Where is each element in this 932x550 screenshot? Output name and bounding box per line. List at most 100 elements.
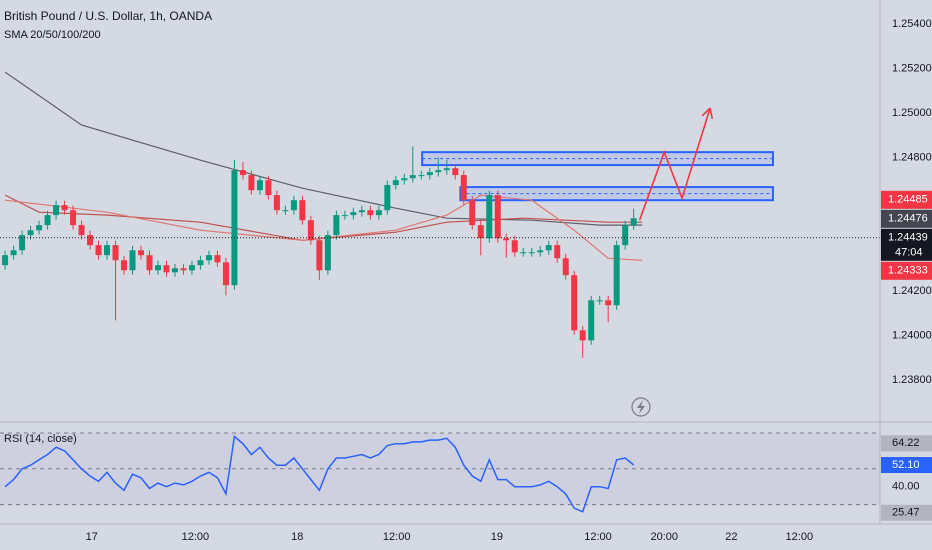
candle-body (171, 268, 178, 273)
chart-title: British Pound / U.S. Dollar, 1h, OANDA (4, 9, 212, 23)
x-tick-label: 12:00 (383, 531, 411, 543)
x-tick-label: 12:00 (584, 531, 612, 543)
candle-body (316, 240, 323, 271)
x-tick-label: 12:00 (786, 531, 814, 543)
rsi-label: 64.22 (892, 437, 920, 449)
chart-subtitle: SMA 20/50/100/200 (4, 29, 101, 41)
candle-body (622, 225, 629, 246)
candle-body (19, 235, 26, 251)
candle-body (299, 200, 306, 221)
candle-body (112, 245, 119, 261)
candle-body (579, 330, 586, 341)
y-tick-label: 1.24200 (892, 285, 932, 297)
candle-body (443, 168, 450, 171)
x-tick-label: 18 (291, 531, 303, 543)
rsi-label-box (881, 457, 932, 474)
candle-body (27, 230, 34, 236)
candle-body (129, 250, 136, 271)
moving-average (4, 71, 643, 226)
rsi-label: 25.47 (892, 507, 920, 519)
candle-body (36, 225, 43, 231)
candle-body (358, 210, 365, 213)
candle-body (44, 215, 51, 226)
price-label-box (881, 228, 932, 261)
candle-body (222, 262, 229, 286)
candle-body (70, 210, 77, 226)
price-label: 1.24333 (888, 265, 928, 277)
price-label-box (881, 190, 932, 209)
rsi-label-box (881, 435, 932, 452)
candle-body (87, 235, 94, 246)
y-tick-label: 1.25200 (892, 62, 932, 74)
icon-bolt[interactable] (637, 400, 645, 414)
candle-body (163, 265, 170, 273)
candle-body (290, 200, 297, 211)
candle-body (53, 205, 60, 216)
candle-body (146, 255, 153, 271)
candle-body (375, 210, 382, 216)
candle-body (180, 268, 187, 271)
candle-body (392, 180, 399, 186)
candle-body (613, 245, 620, 306)
replay-icon[interactable] (631, 397, 651, 417)
rsi-title: RSI (14, close) (4, 433, 77, 445)
candle-body (214, 255, 221, 263)
rsi-line (4, 435, 635, 513)
candle-body (588, 300, 595, 341)
price-label-box (881, 261, 932, 280)
candle-body (401, 178, 408, 181)
time-axis (0, 524, 932, 550)
x-tick-label: 20:00 (650, 531, 678, 543)
candle-body (188, 265, 195, 271)
candle-body (596, 300, 603, 302)
rsi-pane (0, 432, 880, 513)
candle-body (409, 175, 416, 179)
candle-body (307, 220, 314, 241)
candle-body (231, 170, 238, 286)
y-tick-label: 1.25000 (892, 107, 932, 119)
candle-body (460, 175, 467, 201)
candle-body (418, 175, 425, 177)
candle-body (452, 168, 459, 176)
rsi-tick-label: 40.00 (892, 481, 920, 493)
candle-body (95, 245, 102, 256)
candle-body (265, 180, 272, 196)
candle-body (121, 260, 128, 271)
y-tick-label: 1.24800 (892, 151, 932, 163)
x-tick-label: 19 (491, 531, 503, 543)
price-label: 1.24476 (888, 213, 928, 225)
candle-body (197, 260, 204, 266)
icon-circle[interactable] (631, 397, 651, 417)
candle-body (350, 212, 357, 216)
price-label-box (881, 209, 932, 228)
x-tick-label: 22 (725, 531, 737, 543)
candle-body (486, 195, 493, 239)
rsi-label: 52.10 (892, 459, 920, 471)
candle-body (138, 250, 145, 256)
candle-body (545, 245, 552, 251)
candle-body (367, 210, 374, 216)
candle-body (341, 215, 348, 217)
countdown: 47:04 (895, 247, 923, 259)
candle-body (333, 215, 340, 236)
candle-body (571, 275, 578, 331)
candle-body (605, 300, 612, 306)
candle-body (10, 250, 17, 256)
rsi-label-box (881, 504, 932, 521)
candle-body (154, 265, 161, 271)
candle-body (469, 200, 476, 226)
price-pane (0, 71, 880, 358)
candle-body (562, 258, 569, 276)
candle-body (494, 195, 501, 239)
candle-body (104, 245, 111, 256)
projection-path (638, 107, 711, 221)
axis-layer: 1.238001.240001.242001.244001.246001.248… (86, 18, 932, 543)
candle-body (324, 235, 331, 271)
candle-body (248, 175, 255, 191)
candle-body (503, 238, 510, 241)
candle-body (61, 205, 68, 211)
candle-body (537, 250, 544, 253)
arrow-head (709, 107, 714, 120)
